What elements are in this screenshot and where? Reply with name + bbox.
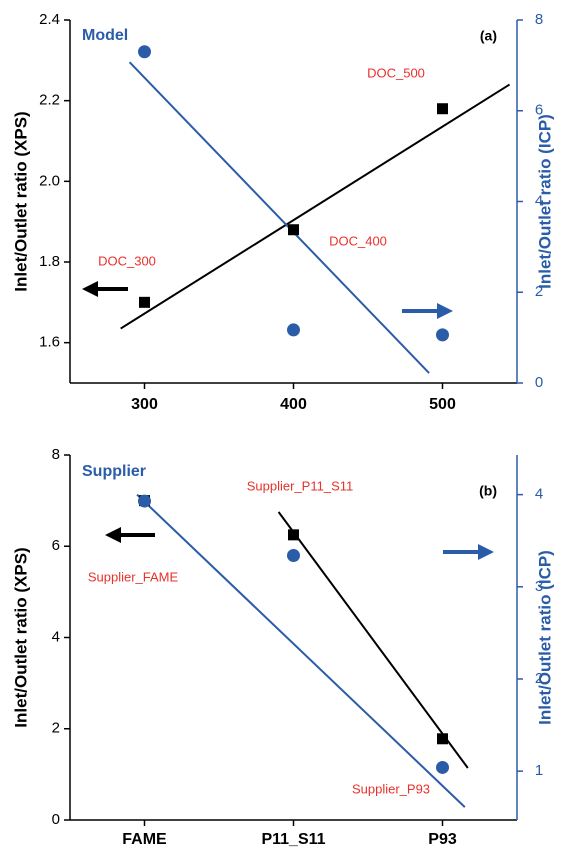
y-tick-label: 6 bbox=[52, 537, 60, 554]
point bbox=[436, 760, 449, 774]
point bbox=[138, 494, 151, 508]
x-tick-label: P93 bbox=[428, 831, 457, 848]
y2-tick-label: 4 bbox=[535, 192, 543, 209]
y-tick-label: 0 bbox=[52, 811, 60, 828]
y-tick-label: 1.8 bbox=[39, 253, 60, 270]
y-tick-label: 4 bbox=[52, 628, 60, 645]
fit-line bbox=[120, 83, 511, 330]
point bbox=[287, 323, 300, 337]
x-tick-label: FAME bbox=[122, 831, 167, 848]
fit-line bbox=[128, 61, 430, 374]
panel-label: (b) bbox=[479, 483, 497, 499]
y-tick-label: 2.2 bbox=[39, 92, 60, 109]
x-tick-label: P11_S11 bbox=[261, 831, 325, 848]
point bbox=[288, 224, 299, 236]
y-tick-label: 2.4 bbox=[39, 11, 60, 28]
y-tick-label: 2.0 bbox=[39, 172, 60, 189]
annotation: DOC_500 bbox=[367, 65, 425, 80]
y2-tick-label: 0 bbox=[535, 374, 543, 391]
y-tick-label: 1.6 bbox=[39, 334, 60, 351]
x-tick-label: 500 bbox=[429, 396, 456, 413]
y2-tick-label: 1 bbox=[535, 762, 543, 779]
y2-tick-label: 8 bbox=[535, 11, 543, 28]
fit-line bbox=[136, 493, 466, 808]
panel-title: Model bbox=[82, 27, 128, 44]
annotation: Supplier_P93 bbox=[352, 781, 430, 796]
point bbox=[287, 548, 300, 562]
y-axis-label: Inlet/Outlet ratio (XPS) bbox=[11, 547, 30, 727]
y2-axis-label: Inlet/Outlet ratio (ICP) bbox=[535, 550, 554, 725]
x-tick-label: 400 bbox=[280, 396, 307, 413]
y-axis-label: Inlet/Outlet ratio (XPS) bbox=[11, 111, 30, 291]
annotation: Supplier_P11_S11 bbox=[247, 478, 354, 493]
panel-label: (a) bbox=[480, 28, 497, 44]
y-tick-label: 8 bbox=[52, 446, 60, 463]
point bbox=[139, 296, 150, 308]
annotation: DOC_300 bbox=[98, 253, 156, 268]
point bbox=[437, 103, 448, 115]
point bbox=[437, 733, 448, 745]
point bbox=[138, 45, 151, 59]
y2-tick-label: 4 bbox=[535, 486, 543, 503]
point bbox=[436, 328, 449, 342]
y2-axis-label: Inlet/Outlet ratio (ICP) bbox=[535, 114, 554, 289]
y2-tick-label: 2 bbox=[535, 283, 543, 300]
panel-title: Supplier bbox=[82, 463, 146, 480]
fit-line bbox=[277, 511, 469, 769]
point bbox=[288, 529, 299, 541]
x-tick-label: 300 bbox=[131, 396, 158, 413]
y-tick-label: 2 bbox=[52, 720, 60, 737]
annotation: DOC_400 bbox=[329, 233, 387, 248]
y2-tick-label: 2 bbox=[535, 670, 543, 687]
annotation: Supplier_FAME bbox=[88, 569, 179, 584]
y2-tick-label: 3 bbox=[535, 578, 543, 595]
y2-tick-label: 6 bbox=[535, 102, 543, 119]
